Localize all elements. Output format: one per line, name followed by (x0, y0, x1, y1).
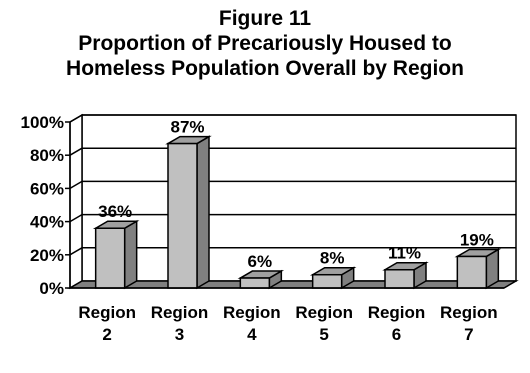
data-label-region-2: 36% (98, 202, 132, 221)
y-tick-label-0: 0% (39, 279, 64, 298)
plot-floor (67, 280, 519, 289)
plot-back-wall (81, 114, 517, 282)
bar-region-2 (92, 219, 140, 290)
bar-region-3 (165, 135, 212, 290)
y-tick-label-4: 80% (30, 146, 64, 165)
x-tick-label-line1-5: Region (440, 303, 498, 322)
data-label-region-6: 11% (388, 244, 421, 263)
gridline-side-5 (69, 114, 83, 123)
x-tick-label-line1-3: Region (295, 303, 353, 322)
chart-title-line-2: Proportion of Precariously Housed to (78, 32, 452, 55)
y-tick-label-5: 100% (21, 113, 64, 132)
gridline-side-2 (69, 213, 83, 223)
bar-front (94, 227, 126, 289)
bar-region-6 (382, 261, 429, 290)
gridline-side-3 (69, 180, 83, 190)
chart-title-line-3: Homeless Population Overall by Region (66, 57, 464, 80)
x-tick-label-line2-4: 6 (392, 325, 401, 344)
bar-side (123, 219, 138, 290)
bar-front (384, 268, 415, 289)
chart-title: Figure 11 Proportion of Precariously Hou… (0, 6, 530, 81)
x-tick-label-line2-5: 7 (464, 325, 473, 344)
gridline-side-4 (69, 147, 83, 156)
bar-region-7 (454, 248, 502, 290)
x-tick-label-line2-2: 4 (247, 325, 257, 344)
x-tick-label-line2-1: 3 (175, 325, 184, 344)
data-label-region-4: 6% (248, 252, 273, 271)
x-tick-label-line1-2: Region (223, 303, 281, 322)
y-tick-label-2: 40% (30, 213, 64, 232)
x-tick-label-line1-4: Region (368, 303, 426, 322)
chart-title-line-1: Figure 11 (218, 7, 312, 30)
bar-region-5 (309, 266, 357, 290)
x-tick-label-line2-3: 5 (319, 325, 328, 344)
data-label-region-7: 19% (460, 230, 494, 249)
bar-front (167, 142, 198, 289)
x-tick-label-line2-0: 2 (102, 325, 111, 344)
bar-side (196, 135, 210, 290)
bar-front (311, 273, 343, 289)
x-tick-label-line1-1: Region (151, 303, 209, 322)
y-tick-label-3: 60% (30, 179, 64, 198)
gridline-side-1 (69, 247, 83, 256)
data-label-region-3: 87% (170, 118, 204, 137)
bar-front (239, 277, 271, 289)
y-tick-label-1: 20% (30, 246, 64, 265)
x-tick-label-line1-0: Region (78, 303, 136, 322)
data-label-region-5: 8% (320, 249, 345, 268)
plot-side-wall (69, 113, 83, 290)
bar-front (456, 255, 488, 289)
